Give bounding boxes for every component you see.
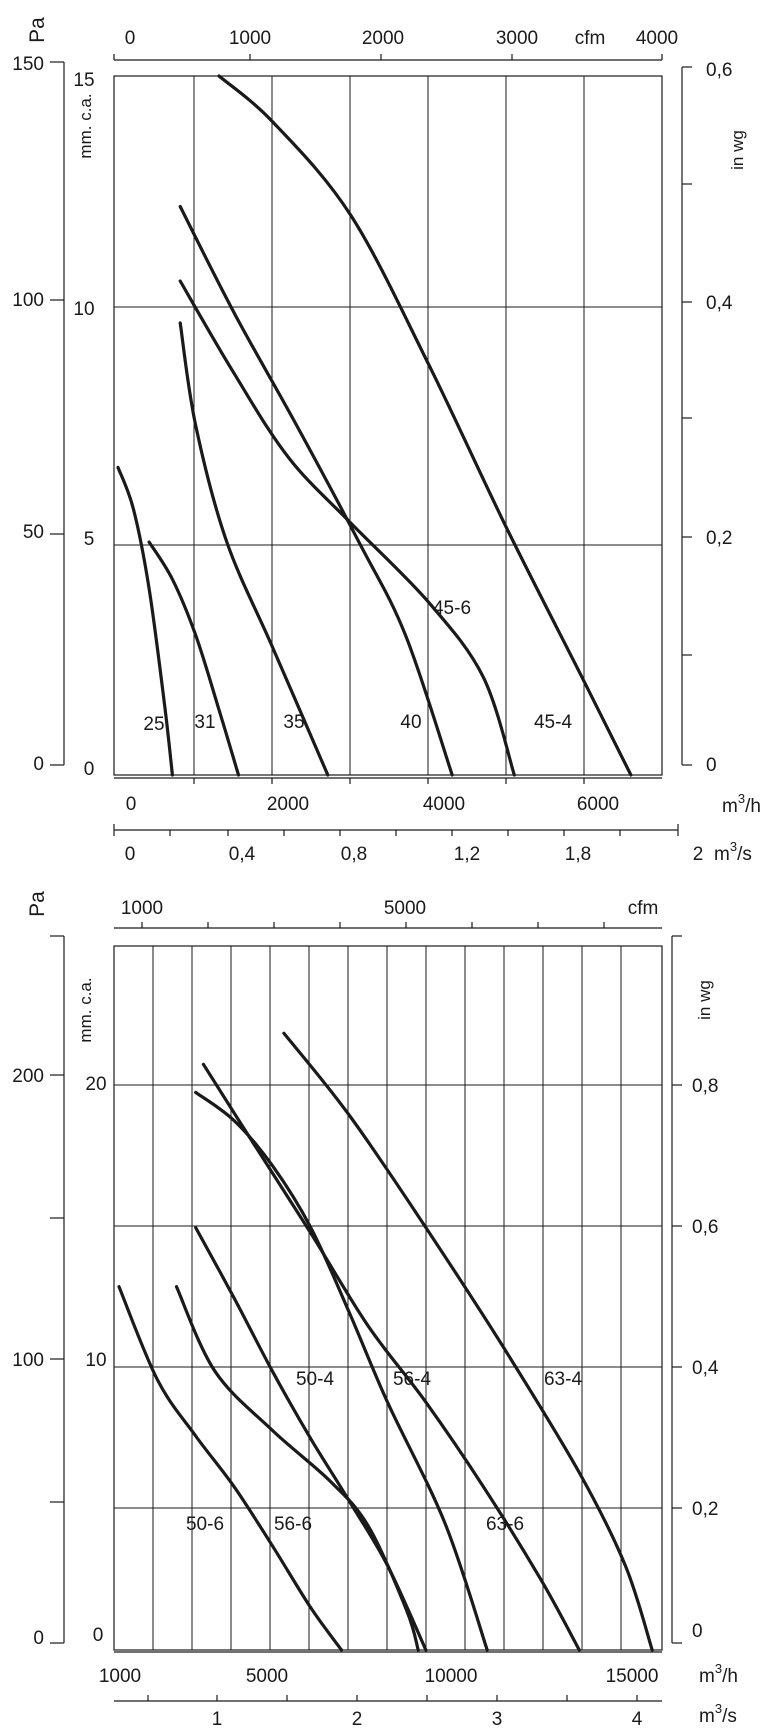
series-label-31: 31 bbox=[194, 712, 215, 733]
m3s-tick-label: 1 bbox=[212, 1709, 223, 1730]
m3h-unit-label: m3/h bbox=[722, 791, 761, 817]
mmca-tick-label: 0 bbox=[84, 759, 95, 780]
mmca-tick-label: 5 bbox=[84, 529, 95, 550]
m3s-tick-label: 2 bbox=[693, 844, 704, 865]
pa-tick-label: 50 bbox=[23, 522, 44, 543]
chart-1-curves bbox=[116, 74, 633, 777]
m3s-tick-label: 0 bbox=[125, 844, 136, 865]
m3h-tick-label: 15000 bbox=[606, 1666, 659, 1687]
curve-40 bbox=[178, 204, 454, 777]
mmca-unit-label: mm. c.a. bbox=[76, 93, 95, 158]
series-label-63-6: 63-6 bbox=[486, 1514, 524, 1535]
series-label-63-4: 63-4 bbox=[544, 1369, 582, 1390]
series-label-56-6: 56-6 bbox=[274, 1514, 312, 1535]
inwg-tick-label: 0,4 bbox=[692, 1358, 719, 1379]
series-label-56-4: 56-4 bbox=[393, 1369, 431, 1390]
mmca-unit-label: mm. c.a. bbox=[76, 977, 95, 1042]
cfm-unit-label: cfm bbox=[575, 28, 606, 49]
inwg-unit-label: in wg bbox=[695, 980, 714, 1020]
curve-50-4 bbox=[194, 1226, 428, 1652]
mmca-tick-label: 20 bbox=[85, 1074, 106, 1095]
inwg-tick-label: 0,2 bbox=[706, 528, 732, 549]
mmca-tick-label: 10 bbox=[73, 299, 94, 320]
m3h-tick-label: 2000 bbox=[267, 794, 309, 815]
plot-frame bbox=[113, 75, 663, 776]
cfm-tick-label: 1000 bbox=[121, 898, 163, 919]
cfm-tick-label: 3000 bbox=[496, 28, 538, 49]
m3h-tick-label: 6000 bbox=[577, 794, 619, 815]
series-label-40: 40 bbox=[400, 712, 421, 733]
curve-56-6 bbox=[174, 1285, 420, 1652]
curve-56-4 bbox=[194, 1090, 489, 1652]
m3s-tick-label: 0,4 bbox=[229, 844, 256, 865]
plot-frame bbox=[113, 945, 663, 1651]
m3h-tick-label: 10000 bbox=[425, 1666, 478, 1687]
inwg-unit-label: in wg bbox=[728, 130, 747, 170]
m3s-unit-label: m3/s bbox=[699, 1701, 737, 1727]
chart-1: 0 1000 2000 3000 cfm 4000 Pa 150 100 50 … bbox=[12, 17, 761, 865]
series-label-50-6: 50-6 bbox=[186, 1514, 224, 1535]
m3s-tick-label: 1,2 bbox=[454, 844, 480, 865]
mmca-tick-label: 10 bbox=[85, 1350, 106, 1371]
inwg-tick-label: 0 bbox=[706, 755, 717, 776]
pa-tick-label: 100 bbox=[12, 290, 44, 311]
curve-31 bbox=[147, 540, 241, 777]
curve-50-6 bbox=[117, 1285, 344, 1652]
chart-2-curves bbox=[117, 1031, 654, 1652]
curve-25 bbox=[116, 465, 174, 777]
mmca-tick-label: 0 bbox=[93, 1625, 104, 1646]
curve-45-6 bbox=[178, 279, 516, 777]
inwg-tick-label: 0,6 bbox=[692, 1217, 718, 1238]
cfm-tick-label: 1000 bbox=[229, 28, 271, 49]
inwg-tick-label: 0,8 bbox=[692, 1076, 718, 1097]
m3h-tick-label: 1000 bbox=[99, 1666, 141, 1687]
pa-tick-label: 200 bbox=[12, 1066, 44, 1087]
m3h-tick-label: 0 bbox=[126, 794, 137, 815]
pa-tick-label: 0 bbox=[33, 754, 44, 775]
m3h-unit-label: m3/h bbox=[699, 1661, 738, 1687]
curve-45-4 bbox=[217, 74, 633, 777]
m3s-unit-label: m3/s bbox=[714, 839, 752, 865]
cfm-tick-label: 2000 bbox=[362, 28, 404, 49]
inwg-tick-label: 0 bbox=[692, 1621, 703, 1642]
series-label-50-4: 50-4 bbox=[296, 1369, 334, 1390]
inwg-tick-label: 0,4 bbox=[706, 293, 733, 314]
chart-2: 1000 5000 cfm Pa 200 100 0 mm. c.a. 20 1… bbox=[12, 891, 738, 1730]
curve-63-6 bbox=[201, 1062, 581, 1652]
pa-unit-label: Pa bbox=[26, 891, 49, 917]
m3s-tick-label: 1,8 bbox=[565, 844, 591, 865]
m3s-tick-label: 4 bbox=[632, 1709, 643, 1730]
series-label-25: 25 bbox=[143, 714, 164, 735]
inwg-tick-label: 0,2 bbox=[692, 1499, 718, 1520]
series-label-45-6: 45-6 bbox=[433, 598, 471, 619]
m3h-tick-label: 4000 bbox=[423, 794, 465, 815]
pa-unit-label: Pa bbox=[26, 17, 49, 43]
m3s-tick-label: 2 bbox=[352, 1709, 363, 1730]
cfm-tick-label: 5000 bbox=[384, 898, 426, 919]
m3s-tick-label: 0,8 bbox=[341, 844, 367, 865]
series-label-45-4: 45-4 bbox=[534, 712, 572, 733]
curve-63-4 bbox=[282, 1031, 654, 1652]
m3s-tick-label: 3 bbox=[492, 1709, 503, 1730]
m3h-tick-label: 5000 bbox=[246, 1666, 288, 1687]
cfm-unit-label: cfm bbox=[628, 898, 659, 919]
series-label-35: 35 bbox=[283, 712, 304, 733]
cfm-tick-label: 0 bbox=[125, 28, 136, 49]
inwg-tick-label: 0,6 bbox=[706, 60, 732, 81]
cfm-tick-label: 4000 bbox=[636, 28, 678, 49]
pa-tick-label: 100 bbox=[12, 1350, 44, 1371]
pa-tick-label: 0 bbox=[33, 1628, 44, 1649]
curve-35 bbox=[178, 321, 330, 777]
pa-tick-label: 150 bbox=[12, 54, 44, 75]
mmca-tick-label: 15 bbox=[73, 70, 94, 91]
